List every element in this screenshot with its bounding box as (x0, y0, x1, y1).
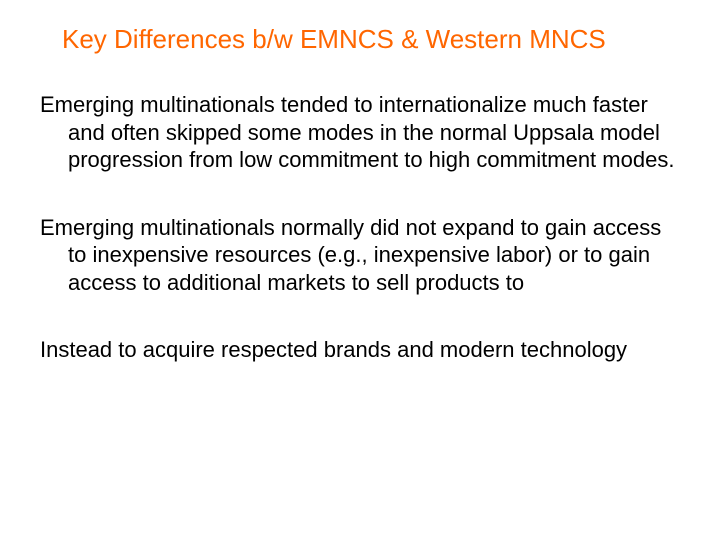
slide-title: Key Differences b/w EMNCS & Western MNCS (62, 24, 680, 55)
slide: Key Differences b/w EMNCS & Western MNCS… (0, 0, 720, 540)
paragraph-3: Instead to acquire respected brands and … (40, 336, 680, 364)
paragraph-1: Emerging multinationals tended to intern… (40, 91, 680, 174)
paragraph-2: Emerging multinationals normally did not… (40, 214, 680, 297)
